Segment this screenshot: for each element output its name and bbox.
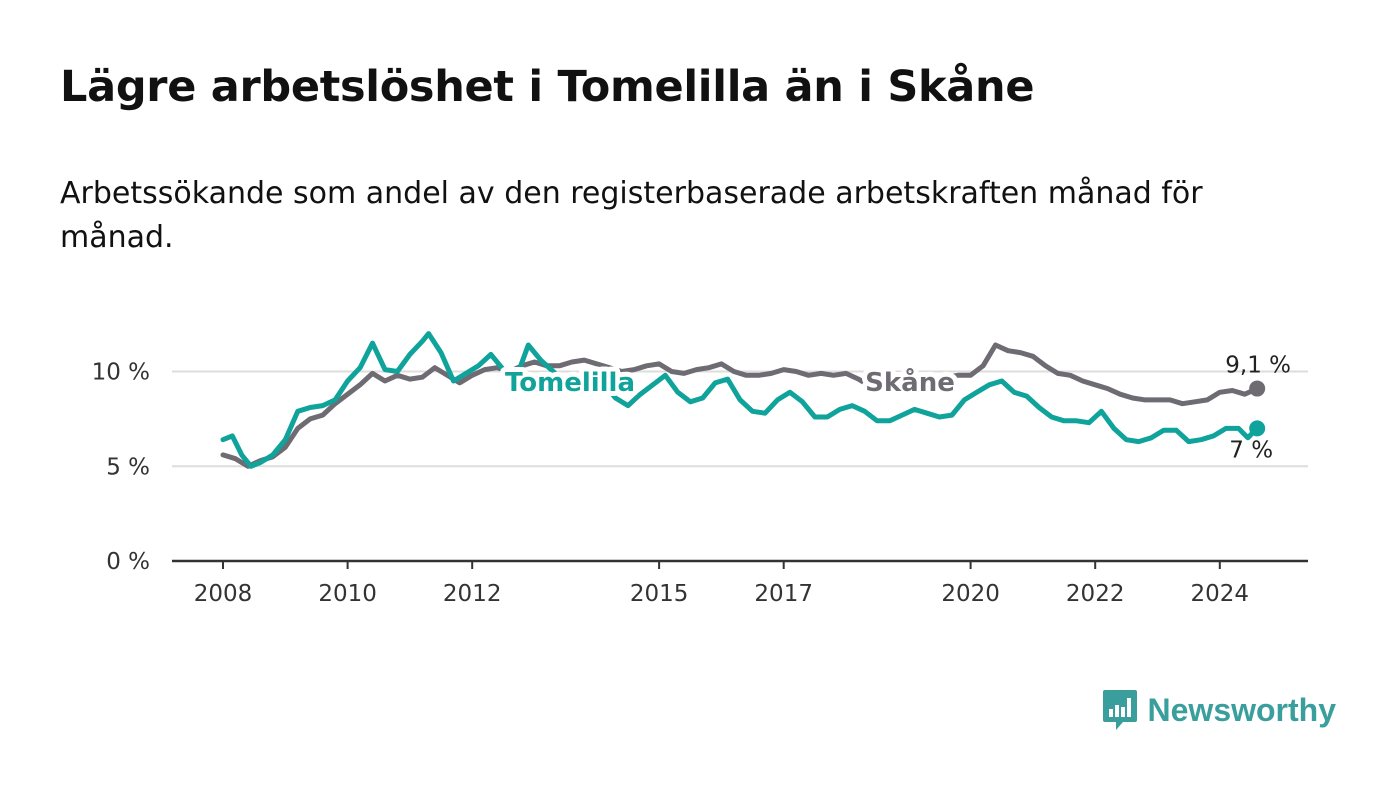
series-layer	[220, 331, 1266, 469]
skane-series-label: Skåne	[865, 366, 955, 398]
newsworthy-chart-icon	[1102, 690, 1137, 730]
x-tick-label: 2024	[1191, 581, 1250, 607]
label-layer: 9,1 % 7 % Skåne Tomelilla	[500, 353, 1291, 464]
y-tick-label: 0 %	[106, 549, 150, 575]
brand-name: Newsworthy	[1147, 691, 1336, 728]
tomelilla-series-label: Tomelilla	[505, 368, 635, 398]
skane-line	[220, 342, 1260, 469]
x-tick-label: 2015	[630, 581, 689, 607]
tomelilla-end-dot	[1249, 420, 1266, 437]
chart-title: Lägre arbetslöshet i Tomelilla än i Skån…	[60, 62, 1035, 112]
skane-end-dot	[1249, 380, 1266, 397]
skane-end-label: 9,1 %	[1225, 353, 1291, 379]
newsworthy-logo[interactable]: Newsworthy	[1102, 688, 1336, 732]
x-tick-label: 2012	[443, 581, 502, 607]
x-tick-label: 2017	[754, 581, 813, 607]
axis-layer: 0 % 5 % 10 % 2008 2010 2012 2015 2017 2020 2022 20…	[92, 360, 1308, 607]
x-tick-label: 2010	[318, 581, 377, 607]
chart-subtitle: Arbetssökande som andel av den registerb…	[60, 176, 1203, 255]
x-tick-label: 2020	[941, 581, 1000, 607]
tomelilla-line	[220, 331, 1260, 469]
y-tick-label: 10 %	[92, 360, 150, 386]
y-tick-label: 5 %	[106, 454, 150, 480]
tomelilla-end-label: 7 %	[1229, 437, 1273, 463]
x-tick-label: 2008	[194, 581, 253, 607]
x-tick-label: 2022	[1066, 581, 1125, 607]
